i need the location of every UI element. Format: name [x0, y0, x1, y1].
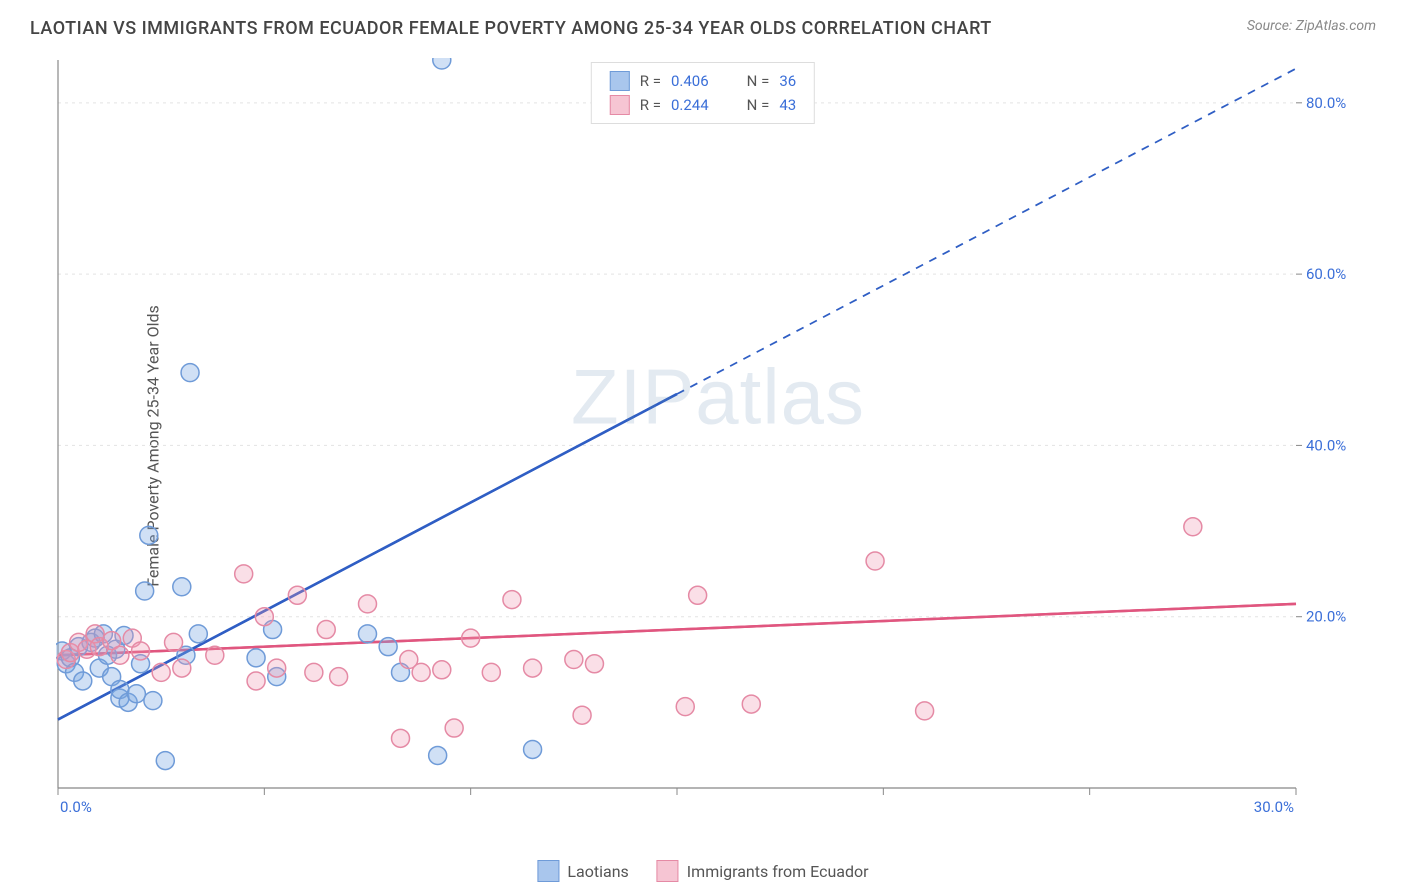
chart-title: LAOTIAN VS IMMIGRANTS FROM ECUADOR FEMAL…: [30, 18, 992, 39]
svg-text:40.0%: 40.0%: [1306, 436, 1346, 454]
source-attribution: Source: ZipAtlas.com: [1247, 18, 1376, 34]
n-label: N =: [747, 72, 770, 90]
n-value-2: 43: [779, 96, 796, 114]
r-label: R =: [640, 96, 661, 114]
legend-item-1: Laotians: [537, 860, 628, 882]
legend-label-1: Laotians: [567, 862, 628, 881]
series-legend: Laotians Immigrants from Ecuador: [537, 860, 868, 882]
legend-swatch-icon: [657, 860, 679, 882]
legend-swatch-icon: [610, 71, 630, 91]
legend-swatch-icon: [537, 860, 559, 882]
r-label: R =: [640, 72, 661, 90]
svg-text:80.0%: 80.0%: [1306, 94, 1346, 112]
r-value-1: 0.406: [671, 72, 709, 90]
svg-text:30.0%: 30.0%: [1254, 798, 1294, 816]
legend-label-2: Immigrants from Ecuador: [687, 862, 869, 881]
svg-text:20.0%: 20.0%: [1306, 608, 1346, 626]
scatter-plot-svg: 0.0% 30.0% 20.0% 40.0% 60.0% 80.0%: [56, 58, 1356, 818]
correlation-legend: R = 0.406 N = 36 R = 0.244 N = 43: [591, 62, 815, 124]
n-value-1: 36: [779, 72, 796, 90]
legend-swatch-icon: [610, 95, 630, 115]
legend-row-series-1: R = 0.406 N = 36: [610, 69, 796, 93]
legend-item-2: Immigrants from Ecuador: [657, 860, 869, 882]
chart-plot-area: 0.0%30.0%20.0%40.0%60.0%80.0% ZIPatlas: [56, 58, 1380, 828]
svg-text:60.0%: 60.0%: [1306, 265, 1346, 283]
svg-text:0.0%: 0.0%: [60, 798, 92, 816]
legend-row-series-2: R = 0.244 N = 43: [610, 93, 796, 117]
n-label: N =: [747, 96, 770, 114]
r-value-2: 0.244: [671, 96, 709, 114]
